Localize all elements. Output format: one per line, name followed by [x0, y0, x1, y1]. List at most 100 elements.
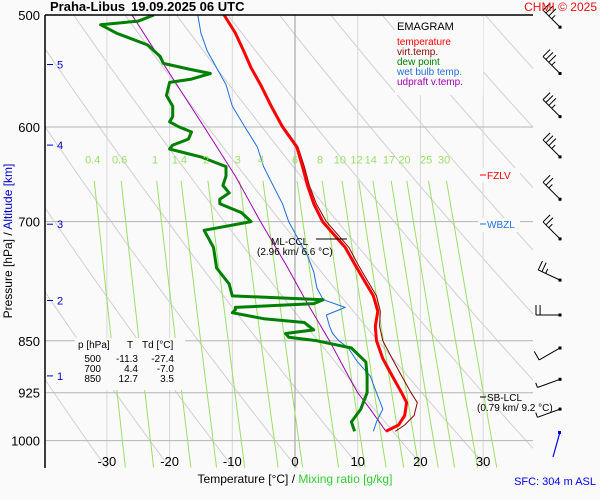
wind-barb-flag	[548, 184, 553, 189]
wind-barb-flag	[545, 52, 554, 60]
mixing-ratio-line	[446, 180, 498, 468]
wind-barb-staff	[538, 347, 561, 361]
wind-barb-staff	[542, 139, 561, 158]
series	[99, 15, 418, 433]
wind-barb-flag	[542, 132, 551, 141]
dry-adiabat	[45, 291, 171, 468]
fzlv-label: FZLV	[487, 171, 511, 182]
wind-barb-staff	[542, 56, 561, 74]
temperature-tick-label: -10	[223, 454, 242, 469]
wind-barb-flag	[545, 177, 554, 186]
mixing-ratio-line	[358, 180, 405, 468]
dry-adiabat	[330, 15, 533, 251]
wind-barb-flag	[542, 92, 551, 101]
dry-adiabat	[175, 15, 533, 449]
legend-background	[395, 17, 483, 95]
temperature-tick-label: 20	[413, 454, 427, 469]
series-udpraft-v-temp	[131, 15, 387, 432]
temperature-tick-label: 0	[291, 454, 298, 469]
legend-item-updraft: udpraft v.temp.	[397, 77, 463, 88]
wind-barb-flag	[542, 214, 551, 223]
wind-barb-flag	[545, 95, 554, 103]
dry-adiabats	[45, 0, 600, 471]
series-dew-point	[99, 15, 369, 432]
mixing-ratio-label: 14	[365, 155, 377, 167]
series-temperature	[222, 15, 409, 433]
legend-title: EMAGRAM	[397, 21, 454, 33]
temperature-tick-label: 10	[350, 454, 364, 469]
pressure-tick-label: 1000	[11, 434, 40, 449]
wind-barb	[537, 260, 562, 282]
legend-item-dew-point: dew point	[397, 57, 440, 68]
wind-barb-flag	[533, 351, 540, 361]
altitude-tick-label: 3	[57, 219, 63, 231]
mixing-ratio-line	[239, 180, 279, 468]
mixing-ratio-label: 4	[258, 155, 264, 167]
station-name: Praha-Libus	[50, 0, 125, 14]
wind-barb-flag	[545, 217, 554, 226]
table-header-p: p [hPa]	[78, 340, 110, 351]
wind-barb	[535, 407, 562, 418]
wind-barb-flag	[548, 8, 557, 17]
wind-barbs	[533, 2, 562, 458]
surface-wind-staff	[552, 431, 561, 458]
mixing-ratio-line	[428, 180, 479, 468]
wind-barb-staff	[542, 221, 561, 240]
wind-barb-flag	[542, 2, 551, 11]
wind-barb-staff	[542, 181, 561, 200]
wind-barb	[542, 214, 562, 241]
mixing-ratio-label: 30	[438, 155, 450, 167]
mixing-ratio-line	[372, 180, 420, 468]
wind-barb-flag	[545, 135, 554, 144]
wind-barb	[542, 174, 562, 201]
x-axis-title: Temperature [°C] / Mixing ratio [g/kg]	[198, 472, 393, 486]
dry-adiabat	[73, 15, 425, 468]
altitude-tick-label: 4	[57, 140, 63, 152]
series-wet-bulb-temp	[197, 15, 384, 432]
mixing-ratio-label: 25	[420, 155, 432, 167]
table-header-td: Td [°C]	[142, 340, 173, 351]
surface-height-label: SFC: 304 m ASL	[514, 476, 596, 488]
mixing-ratio-label: 10	[334, 155, 346, 167]
wind-barb-flag	[541, 262, 547, 272]
wind-barb	[542, 49, 562, 76]
labels: 0.4 0.6 1 1.4 2 3 4 6 8 10 12 14 17 20 25 30Praha-Libus…	[50, 0, 597, 488]
sounding-datetime: 19.09.2025 06 UTC	[131, 0, 245, 14]
mixing-ratio-label: 2	[203, 155, 209, 167]
x-axis-title-temperature: Temperature [°C] /	[198, 472, 299, 486]
table-cell-t: 12.7	[119, 374, 139, 385]
x-axis-title-mixing-ratio: Mixing ratio [g/kg]	[298, 472, 392, 486]
table-cell-td: -7.0	[157, 364, 175, 375]
y-axis-title-altitude: Altitude [km]	[1, 164, 15, 230]
wind-barb-flag	[535, 382, 538, 388]
wind-barb	[533, 346, 562, 361]
altitude-tick-label: 2	[57, 296, 63, 308]
table-header-t: T	[127, 340, 133, 351]
mixing-ratio-line	[390, 180, 439, 468]
mixing-ratio-label: 6	[292, 155, 298, 167]
sb-lcl-label: SB-LCL	[487, 393, 522, 404]
wind-barb-flag	[548, 138, 557, 147]
legend-item-temperature: temperature	[397, 37, 451, 48]
mixing-ratio-label: 8	[317, 155, 323, 167]
wind-barb	[542, 92, 562, 119]
mixing-ratio-label: 12	[350, 155, 362, 167]
sb-lcl-detail: (0.79 km/ 9.2 °C)	[477, 403, 553, 414]
dry-adiabat	[516, 0, 600, 471]
wind-barb-staff	[542, 9, 561, 28]
dry-adiabat	[124, 15, 489, 468]
wind-barb	[542, 132, 562, 159]
temperature-tick-label: -30	[98, 454, 117, 469]
ml-ccl-detail: (2.96 km/ 6.6 °C)	[257, 247, 333, 258]
mixing-ratio-line	[180, 180, 217, 468]
table-cell-td: 3.5	[160, 374, 174, 385]
table-cell-p: 850	[84, 374, 101, 385]
wbzl-bg	[478, 218, 520, 232]
fzlv-bg	[478, 168, 520, 182]
wbzl-label: WBZL	[487, 220, 515, 231]
mixing-ratio-line	[93, 180, 126, 468]
wind-barb-flag	[551, 104, 556, 109]
mixing-ratio-label: 1	[152, 155, 158, 167]
y-axis-title-pressure: Pressure [hPa] /	[1, 230, 15, 319]
wind-barb-flag	[545, 5, 554, 14]
